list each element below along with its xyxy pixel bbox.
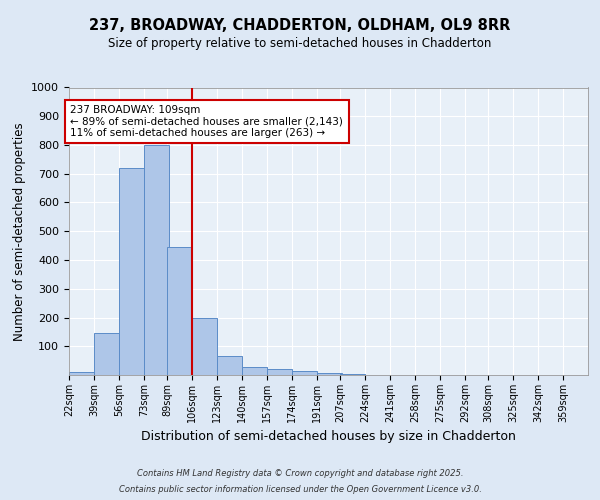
Bar [192,318,217,375]
Text: Size of property relative to semi-detached houses in Chadderton: Size of property relative to semi-detach… [109,38,491,51]
Bar [69,372,94,375]
Bar [217,356,242,375]
Bar [167,247,192,375]
Bar [242,367,267,375]
Y-axis label: Number of semi-detached properties: Number of semi-detached properties [13,122,26,340]
Text: 237 BROADWAY: 109sqm
← 89% of semi-detached houses are smaller (2,143)
11% of se: 237 BROADWAY: 109sqm ← 89% of semi-detac… [70,104,343,138]
Bar [317,372,341,375]
Bar [119,168,144,375]
X-axis label: Distribution of semi-detached houses by size in Chadderton: Distribution of semi-detached houses by … [141,430,516,444]
Bar [144,145,169,375]
Text: Contains HM Land Registry data © Crown copyright and database right 2025.: Contains HM Land Registry data © Crown c… [137,469,463,478]
Bar [292,372,317,375]
Bar [94,334,119,375]
Bar [267,368,292,375]
Text: 237, BROADWAY, CHADDERTON, OLDHAM, OL9 8RR: 237, BROADWAY, CHADDERTON, OLDHAM, OL9 8… [89,18,511,32]
Bar [340,374,365,375]
Text: Contains public sector information licensed under the Open Government Licence v3: Contains public sector information licen… [119,485,481,494]
